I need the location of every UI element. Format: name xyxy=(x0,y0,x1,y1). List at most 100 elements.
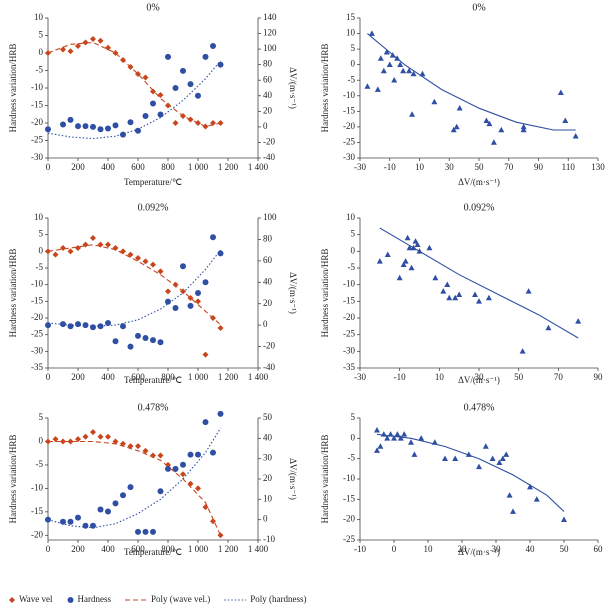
y-tick-label: -20 xyxy=(343,312,355,322)
data-point xyxy=(490,139,497,145)
panel-title: 0% xyxy=(472,2,485,13)
hardness-point xyxy=(112,500,119,507)
x-tick-label: 0 xyxy=(46,162,51,172)
data-point xyxy=(450,126,457,133)
data-point xyxy=(482,443,489,449)
panel-title: 0% xyxy=(146,2,159,13)
y-tick-label: 0 xyxy=(39,47,44,57)
fit-line xyxy=(48,440,222,536)
data-point xyxy=(498,126,505,133)
x-tick-label: 0 xyxy=(392,544,397,554)
data-point xyxy=(377,55,384,61)
data-point xyxy=(519,348,526,354)
data-point xyxy=(562,117,569,123)
x-tick-label: 20 xyxy=(458,544,468,554)
hardness-point xyxy=(180,67,186,74)
x-tick-label: 200 xyxy=(71,372,85,382)
wave-vel-point xyxy=(9,597,15,603)
y-tick-label: -5 xyxy=(348,262,356,272)
wave-vel-point xyxy=(105,241,111,248)
x-tick-label: 50 xyxy=(475,162,485,172)
hardness-point xyxy=(150,337,156,344)
wave-vel-point xyxy=(67,48,74,55)
x-tick-label: 0 xyxy=(46,544,51,554)
hardness-point xyxy=(195,290,201,296)
y-tick-label: -20 xyxy=(31,117,43,127)
data-point xyxy=(409,111,416,117)
x-tick-label: 400 xyxy=(101,372,115,382)
x-tick-label: 30 xyxy=(492,544,502,554)
hardness-point xyxy=(75,514,81,521)
hardness-point xyxy=(202,53,209,60)
hardness-point xyxy=(157,339,164,346)
hardness-point xyxy=(90,123,96,130)
data-point xyxy=(404,234,411,241)
hardness-point xyxy=(135,127,141,134)
hardness-point xyxy=(165,465,171,472)
data-point xyxy=(401,431,408,437)
y2-tick-label: 0 xyxy=(263,514,268,524)
wave-vel-point xyxy=(135,443,141,450)
y-tick-label: 10 xyxy=(346,212,356,222)
data-point xyxy=(572,133,579,139)
wave-vel-point xyxy=(150,261,156,268)
x-tick-label: 1 000 xyxy=(188,372,209,382)
x-tick-label: 10 xyxy=(415,162,425,172)
wave-vel-point xyxy=(157,452,164,459)
data-point xyxy=(520,123,527,130)
x-tick-label: 800 xyxy=(161,372,175,382)
hardness-point xyxy=(120,323,126,330)
data-point xyxy=(520,126,527,133)
x-tick-label: 110 xyxy=(562,162,576,172)
y2-tick-label: 0 xyxy=(263,121,268,131)
wave-vel-point xyxy=(97,241,104,248)
y-tick-label: 5 xyxy=(39,229,44,239)
x-tick-label: 30 xyxy=(475,372,485,382)
data-point xyxy=(506,492,513,498)
y2-tick-label: -40 xyxy=(263,362,275,372)
wave-vel-point xyxy=(90,235,96,241)
y-tick-label: -15 xyxy=(31,506,43,516)
x-axis-label: ΔV/(m·s⁻¹) xyxy=(458,547,500,557)
data-point xyxy=(452,294,459,301)
data-point xyxy=(397,61,404,67)
wave-vel-point xyxy=(52,436,59,443)
hardness-point xyxy=(75,321,81,328)
data-point xyxy=(545,324,552,331)
x-tick-label: 1 200 xyxy=(218,162,239,172)
hardness-point xyxy=(127,119,134,126)
x-tick-label: 1 200 xyxy=(218,544,239,554)
data-point xyxy=(426,244,433,251)
y-tick-label: -10 xyxy=(343,473,355,483)
y2-tick-label: 60 xyxy=(263,74,273,84)
y2-tick-label: -20 xyxy=(263,137,275,147)
data-point xyxy=(503,451,510,457)
hardness-point xyxy=(120,492,126,499)
y2-tick-label: 120 xyxy=(263,28,277,38)
data-point xyxy=(486,120,493,127)
wave-vel-point xyxy=(105,44,111,51)
hardness-point xyxy=(150,528,156,535)
data-point xyxy=(419,70,426,77)
hardness-point xyxy=(67,116,74,123)
hardness-point xyxy=(127,343,134,350)
wave-vel-point xyxy=(52,251,59,258)
wave-vel-point xyxy=(195,485,201,492)
wave-vel-point xyxy=(202,504,209,511)
hardness-point xyxy=(195,92,201,99)
wave-vel-point xyxy=(112,438,119,445)
x-tick-label: 200 xyxy=(71,162,85,172)
data-point xyxy=(374,447,380,453)
hardness-point xyxy=(195,451,201,458)
hardness-point xyxy=(172,465,179,472)
data-point xyxy=(368,30,375,36)
wave-vel-point xyxy=(217,532,224,539)
x-tick-label: 10 xyxy=(435,372,445,382)
wave-vel-point xyxy=(82,433,89,440)
x-tick-label: 10 xyxy=(424,544,434,554)
x-tick-label: 1 400 xyxy=(248,544,269,554)
legend-label: Poly (hardness) xyxy=(250,594,306,604)
data-point xyxy=(452,455,459,461)
data-point xyxy=(432,274,439,281)
y-tick-label: -10 xyxy=(31,482,43,492)
